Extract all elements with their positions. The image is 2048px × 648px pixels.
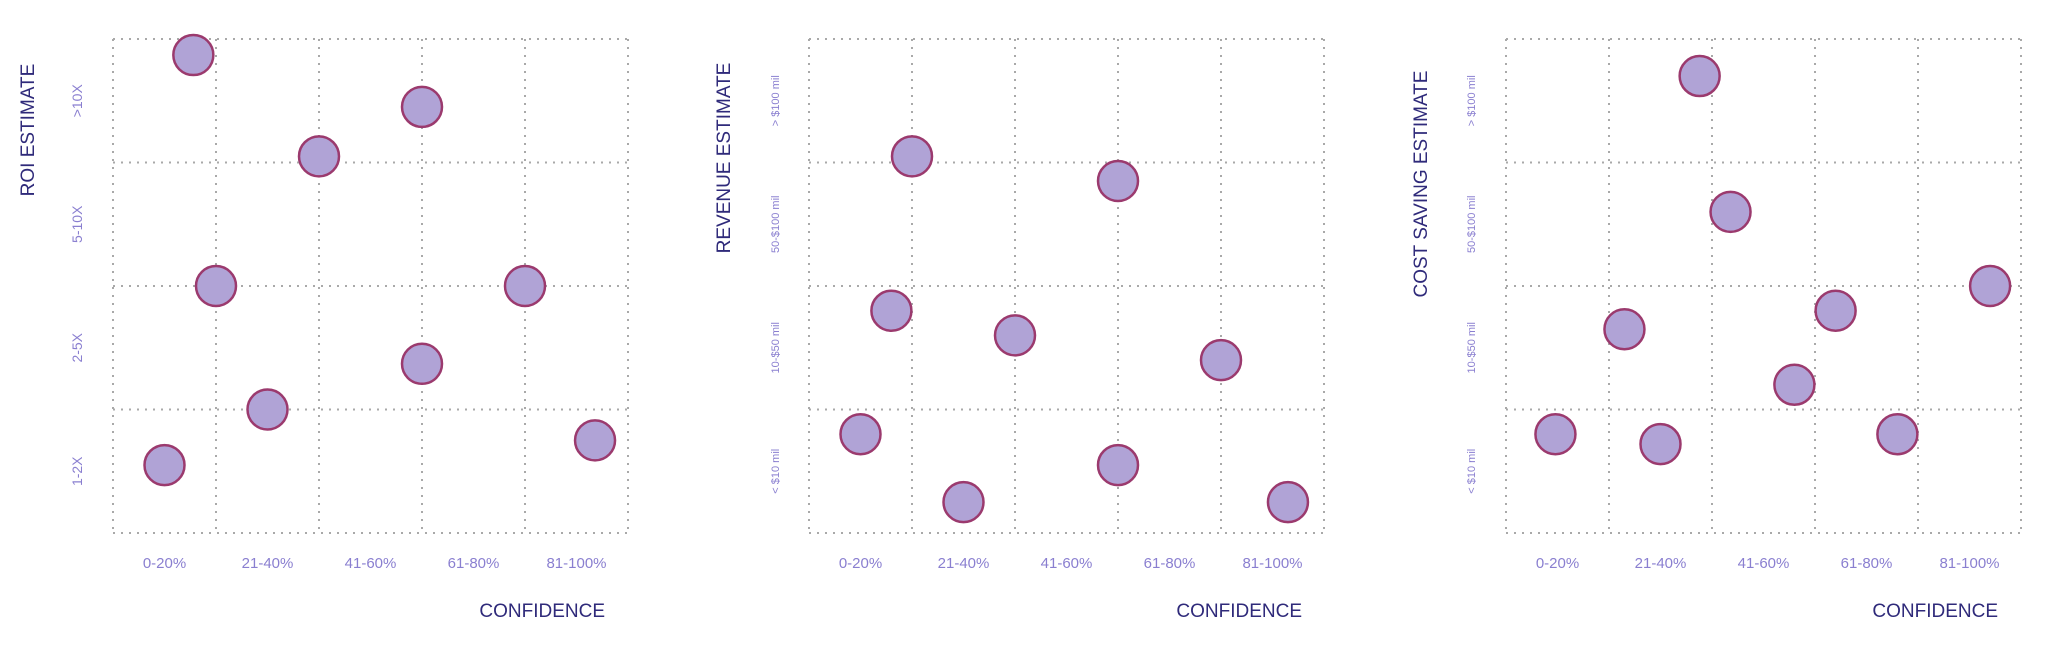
data-point: [297, 135, 341, 178]
y-tick-label: 10-$50 mil: [770, 322, 782, 373]
y-tick-label: > $100 mil: [1466, 75, 1478, 126]
x-axis-title: CONFIDENCE: [1872, 601, 1998, 622]
y-tick-label: 1-2X: [69, 456, 85, 486]
y-tick-label: < $10 mil: [770, 449, 782, 494]
data-point: [870, 289, 913, 332]
data-point: [1603, 307, 1646, 351]
data-point: [1968, 264, 2012, 308]
x-tick-label: 21-40%: [1635, 555, 1687, 572]
chart-panel-1: 0-20% 21-40% 41-60% 61-80% 81-100% 1-2X 2-5X 5-…: [18, 33, 629, 622]
data-point: [890, 135, 934, 178]
data-point: [400, 85, 444, 129]
y-tick-label: >10X: [69, 84, 85, 118]
x-axis-title: CONFIDENCE: [479, 601, 605, 622]
x-tick-label: 21-40%: [242, 555, 294, 572]
data-point: [1814, 289, 1857, 332]
y-axis-title: ROI ESTIMATE: [18, 64, 39, 197]
data-point: [246, 388, 289, 431]
data-point: [1096, 159, 1140, 203]
y-tick-label: 50-$100 mil: [1466, 196, 1478, 253]
data-point: [1773, 363, 1816, 407]
data-point: [1534, 412, 1577, 456]
data-point: [993, 314, 1037, 357]
x-axis-title: CONFIDENCE: [1176, 601, 1302, 622]
data-point: [1199, 338, 1243, 382]
data-point: [1266, 480, 1310, 524]
x-tick-label: 0-20%: [1536, 555, 1579, 572]
data-point: [503, 264, 547, 308]
y-tick-label: < $10 mil: [1466, 449, 1478, 494]
y-tick-label: 2-5X: [69, 332, 85, 362]
data-point: [1876, 412, 1919, 456]
data-point: [400, 342, 444, 386]
x-tick-label: 81-100%: [1242, 555, 1302, 572]
data-point: [194, 264, 238, 308]
data-point: [1678, 54, 1721, 98]
x-tick-label: 81-100%: [1939, 555, 1999, 572]
y-tick-label: 50-$100 mil: [770, 196, 782, 253]
y-axis-title: COST SAVING ESTIMATE: [1411, 71, 1432, 298]
x-tick-label: 61-80%: [1144, 555, 1196, 572]
data-point: [1639, 422, 1682, 466]
x-tick-label: 81-100%: [546, 555, 606, 572]
x-tick-label: 61-80%: [448, 555, 500, 572]
x-tick-label: 0-20%: [839, 555, 882, 572]
data-point: [143, 443, 186, 487]
data-point: [1709, 190, 1752, 234]
x-tick-label: 41-60%: [1738, 555, 1790, 572]
x-tick-label: 41-60%: [345, 555, 397, 572]
chart-panel-2: 0-20% 21-40% 41-60% 61-80% 81-100% < $10 mil 1…: [714, 38, 1325, 622]
x-tick-label: 21-40%: [938, 555, 990, 572]
data-point: [1096, 443, 1140, 487]
y-tick-label: > $100 mil: [770, 75, 782, 126]
x-tick-label: 61-80%: [1841, 555, 1893, 572]
x-tick-label: 0-20%: [143, 555, 186, 572]
data-point: [573, 419, 617, 462]
data-point: [942, 480, 985, 524]
y-axis-title: REVENUE ESTIMATE: [714, 63, 735, 254]
chart-panel-3: 0-20% 21-40% 41-60% 61-80% 81-100% < $10 mil 1…: [1411, 38, 2022, 622]
x-tick-label: 41-60%: [1041, 555, 1093, 572]
y-tick-label: 10-$50 mil: [1466, 322, 1478, 373]
data-point: [172, 33, 215, 77]
data-point: [839, 412, 882, 456]
y-tick-label: 5-10X: [69, 205, 85, 243]
